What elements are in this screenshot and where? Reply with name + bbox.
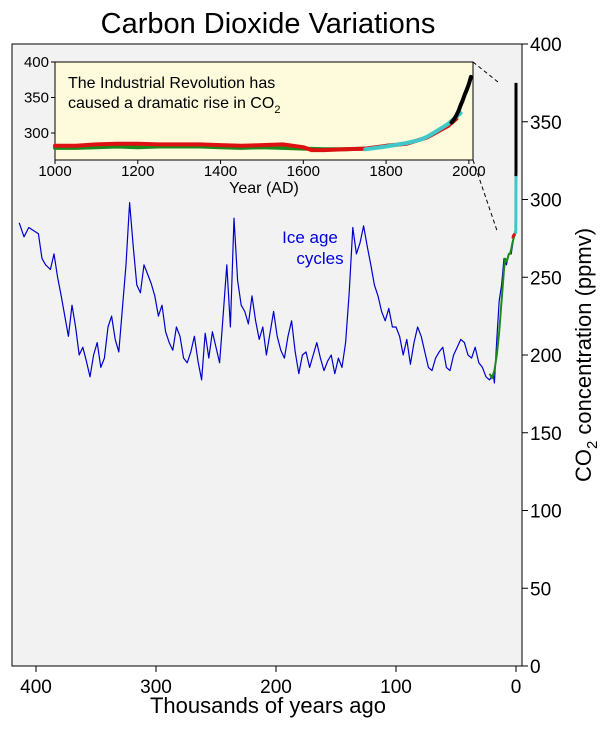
inset-title-subscript: 2	[274, 104, 280, 116]
chart-title: Carbon Dioxide Variations	[101, 8, 436, 40]
series-ice-core-line	[18, 202, 516, 384]
y-tick-label: 300	[530, 191, 562, 212]
x-axis-label: Thousands of years ago	[150, 693, 386, 718]
inset-title-line2: caused a dramatic rise in CO2	[68, 95, 280, 116]
inset-x-tick-label: 1000	[38, 163, 71, 180]
inset-y-tick-label: 350	[24, 90, 49, 107]
inset-title-line1: The Industrial Revolution has	[68, 75, 275, 92]
zoom-connector-bottom	[472, 159, 498, 231]
inset-series-black-line	[449, 74, 473, 125]
series-late-glacial-line	[488, 233, 516, 380]
x-tick-label: 400	[20, 677, 52, 698]
inset-plot-area: 300 350 400 1000 1200 1400 1600 1800 2000 Year (A…	[24, 54, 500, 231]
zoom-connector-top	[472, 61, 500, 84]
x-tick-label: 0	[511, 677, 522, 698]
y-axis-label-subscript: 2	[584, 441, 601, 449]
inset-x-tick-label: 2000	[452, 163, 485, 180]
x-tick-label: 100	[380, 677, 412, 698]
y-axis-label: CO2 concentration (ppmv)	[571, 228, 601, 482]
inset-y-tick-label: 300	[24, 125, 49, 142]
y-tick-label: 250	[530, 268, 562, 289]
y-axis-label-co: CO	[571, 449, 596, 482]
inset-x-axis-label: Year (AD)	[229, 180, 299, 197]
y-tick-label: 400	[530, 35, 562, 56]
inset-x-tick-label: 1200	[121, 163, 154, 180]
inset-x-tick-label: 1400	[204, 163, 237, 180]
ice-age-annotation-line1: Ice age	[282, 228, 338, 247]
x-tick-label: 200	[260, 677, 292, 698]
inset-x-tick-label: 1600	[287, 163, 320, 180]
y-tick-label: 50	[530, 579, 551, 600]
x-tick-label: 300	[140, 677, 172, 698]
y-tick-label: 0	[530, 657, 541, 678]
inset-title-text: caused a dramatic rise in CO	[68, 95, 274, 112]
y-tick-label: 150	[530, 424, 562, 445]
y-axis-label-rest: concentration (ppmv)	[571, 228, 596, 441]
y-tick-label: 350	[530, 113, 562, 134]
y-tick-label: 200	[530, 346, 562, 367]
inset-x-tick-label: 1800	[369, 163, 402, 180]
inset-y-tick-label: 400	[24, 54, 49, 71]
ice-age-annotation-line2: cycles	[296, 249, 343, 268]
y-tick-label: 100	[530, 502, 562, 523]
